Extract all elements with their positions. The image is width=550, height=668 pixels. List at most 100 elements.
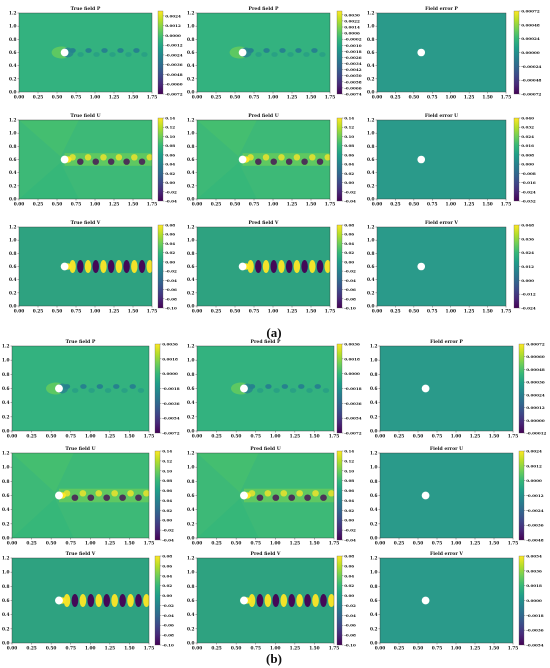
x-tick-label: 0.50 — [413, 647, 423, 652]
colorbar-tick-label: 0.06 — [344, 152, 354, 157]
x-tick-label: 0.75 — [71, 96, 81, 101]
cylinder-marker — [421, 491, 430, 500]
x-tick-label: 1.00 — [451, 435, 461, 440]
cylinder-marker — [60, 48, 69, 57]
y-tick-label: 0.6 — [187, 158, 194, 163]
colorbar-tick-label: -0.0072 — [162, 431, 180, 436]
x-tick-label: 0.50 — [230, 203, 240, 208]
y-tick-label: 0.0 — [187, 91, 194, 96]
colorbar-tick-label: 0.00048 — [526, 367, 545, 372]
x-tick-label: 0.75 — [427, 310, 437, 315]
colorbar-tick-label: -0.06 — [344, 623, 356, 628]
cylinder-marker — [417, 262, 426, 271]
y-tick-label: 0.2 — [187, 77, 194, 82]
colorbar: 0.00072 0.00060 0.00048 0.00036 0.00024 0.000… — [518, 342, 547, 436]
colorbar-tick-label: -0.0048 — [526, 538, 544, 543]
y-tick-label: 0.8 — [187, 145, 194, 150]
panel: Field error U 0.00 0.25 0.50 0.75 1.00 1.25 1.5… — [370, 446, 544, 547]
field-image — [197, 453, 334, 538]
panel: Pred field V 0.00 0.25 0.50 0.75 1.00 1.25 1.50… — [187, 551, 356, 652]
colorbar-tick-label: 0.12 — [165, 125, 175, 130]
x-tick-label: 0.25 — [26, 542, 36, 547]
colorbar-tick-label: 0.0018 — [526, 583, 542, 588]
colorbar-tick-label: 0.00 — [344, 180, 354, 185]
x-tick-label: 1.25 — [470, 542, 480, 547]
colorbar-tick-label: -0.0054 — [526, 643, 544, 648]
x-tick-label: 0.50 — [52, 203, 62, 208]
colorbar: 0.0024 0.0012 0.0000 -0.0012 -0.0024 -0.0036 -… — [518, 449, 544, 543]
x-tick-label: 0.75 — [249, 96, 259, 101]
y-tick-label: 0.4 — [370, 401, 377, 406]
colorbar-tick-label: -0.0036 — [526, 523, 544, 528]
colorbar-tick-label: 0.000 — [521, 162, 534, 167]
y-tick-label: 0.4 — [187, 613, 194, 618]
colorbar-tick-label: 0.0018 — [162, 356, 178, 361]
colorbar-tick-label: 0.008 — [521, 152, 534, 157]
y-tick-label: 0.0 — [187, 537, 194, 542]
y-tick-label: 0.6 — [370, 599, 377, 604]
cylinder-marker — [417, 48, 426, 57]
y-tick-label: 1.0 — [367, 25, 374, 30]
x-tick-label: 1.00 — [270, 435, 280, 440]
x-tick-label: 0.75 — [71, 310, 81, 315]
y-tick-label: 0.4 — [187, 401, 194, 406]
colorbar-tick-label: 0.08 — [344, 554, 354, 559]
x-tick-label: 1.00 — [85, 542, 95, 547]
y-tick-label: 0.4 — [367, 278, 374, 283]
y-tick-label: 1.0 — [187, 571, 194, 576]
colorbar-tick-label: 0.00060 — [526, 354, 545, 359]
y-tick-label: 0.6 — [187, 265, 194, 270]
colorbar-tick-label: -0.0012 — [526, 493, 544, 498]
panel-title: Pred field U — [250, 446, 280, 452]
colorbar-tick-label: -0.08 — [344, 633, 356, 638]
x-tick-label: 1.50 — [128, 96, 138, 101]
x-tick-label: 0.25 — [390, 96, 400, 101]
colorbar-tick-label: -0.0036 — [344, 401, 362, 406]
y-tick-label: 1.0 — [9, 239, 16, 244]
colorbar-tick-label: -0.0054 — [162, 416, 180, 421]
field-image — [197, 346, 334, 431]
x-tick-label: 1.00 — [270, 647, 280, 652]
y-tick-label: 0.6 — [2, 494, 9, 499]
colorbar-tick-label: 0.00000 — [526, 418, 545, 423]
x-tick-label: 1.50 — [128, 310, 138, 315]
colorbar-tick-label: 0.00 — [162, 518, 172, 523]
x-tick-label: 0.50 — [46, 647, 56, 652]
x-tick-label: 1.50 — [124, 435, 134, 440]
panel: True field V 0.00 0.25 0.50 0.75 1.00 1.25 1.50… — [9, 220, 177, 315]
y-tick-label: 0.4 — [187, 508, 194, 513]
colorbar-tick-label: -0.0050 — [344, 73, 362, 78]
colorbar-tick-label: -0.0054 — [344, 416, 362, 421]
y-tick-label: 0.0 — [370, 537, 377, 542]
colorbar-tick-label: 0.00012 — [526, 405, 545, 410]
x-tick-label: 0.25 — [394, 435, 404, 440]
x-tick-label: 1.75 — [508, 542, 518, 547]
y-tick-label: 0.4 — [370, 508, 377, 513]
x-tick-label: 1.75 — [501, 310, 511, 315]
cylinder-marker — [60, 155, 69, 164]
y-tick-label: 0.6 — [187, 494, 194, 499]
x-tick-label: 1.50 — [128, 203, 138, 208]
x-tick-label: 0.75 — [65, 647, 75, 652]
colorbar-tick-label: -0.10 — [165, 306, 177, 311]
colorbar-tick-label: -0.02 — [162, 603, 174, 608]
panel: True field V 0.00 0.25 0.50 0.75 1.00 1.25 1.50… — [2, 551, 174, 652]
colorbar: 0.040 0.032 0.024 0.016 0.008 0.000 -0.008 -0.0… — [513, 116, 536, 204]
y-tick-label: 0.8 — [370, 480, 377, 485]
cylinder-marker — [240, 384, 248, 393]
colorbar-tick-label: -0.02 — [162, 528, 174, 533]
colorbar-tick-label: 0.02 — [344, 171, 354, 176]
field-image — [197, 558, 334, 643]
x-tick-label: 0.75 — [250, 435, 260, 440]
colorbar-tick-label: 0.016 — [521, 143, 534, 148]
colorbar: 0.0054 0.0036 0.0018 0.0000 -0.0018 -0.0036 -0… — [518, 554, 544, 648]
colorbar-tick-label: 0.10 — [344, 468, 354, 473]
field-image — [377, 13, 506, 92]
y-tick-label: 0.6 — [9, 158, 16, 163]
x-tick-label: 0.00 — [192, 647, 202, 652]
colorbar-tick-label: 0.00 — [344, 593, 354, 598]
panel: True field P 0.00 0.25 0.50 0.75 1.00 1.25 1.50… — [9, 6, 183, 101]
x-tick-label: 1.00 — [445, 203, 455, 208]
colorbar-tick-label: 0.08 — [162, 554, 172, 559]
colorbar-tick-label: 0.04 — [344, 498, 354, 503]
